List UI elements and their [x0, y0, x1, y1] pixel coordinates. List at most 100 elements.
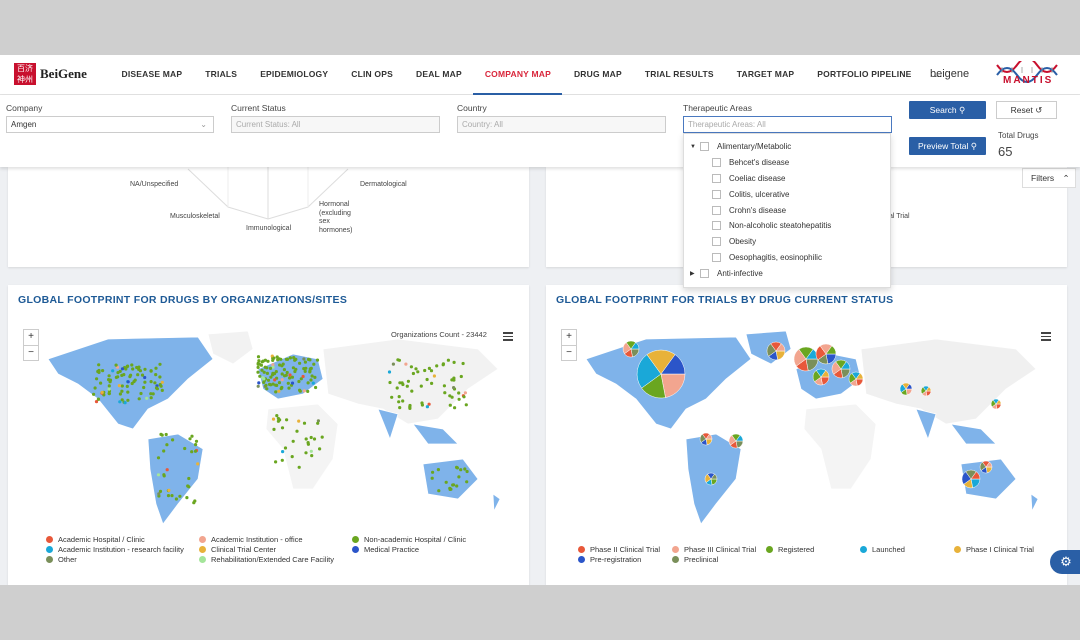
site-marker[interactable]: [143, 367, 147, 371]
site-marker[interactable]: [275, 414, 279, 418]
site-marker[interactable]: [196, 462, 200, 466]
trial-pie-marker[interactable]: [793, 346, 819, 372]
country-shape-new-zealand[interactable]: [492, 493, 501, 513]
site-marker[interactable]: [190, 434, 194, 438]
site-marker[interactable]: [429, 369, 434, 373]
site-marker[interactable]: [95, 377, 99, 381]
site-marker[interactable]: [400, 381, 404, 385]
preview-total-button[interactable]: Preview Total ⚲: [909, 137, 986, 155]
site-marker[interactable]: [388, 380, 392, 385]
site-marker[interactable]: [165, 468, 169, 472]
reset-button[interactable]: Reset ↺: [996, 101, 1057, 119]
site-marker[interactable]: [318, 447, 322, 451]
site-marker[interactable]: [285, 418, 289, 422]
site-marker[interactable]: [156, 456, 161, 460]
site-marker[interactable]: [387, 370, 392, 374]
nav-trial-results[interactable]: TRIAL RESULTS: [644, 69, 714, 79]
country-shape-india[interactable]: [915, 408, 937, 441]
nav-company-map[interactable]: COMPANY MAP: [473, 55, 563, 95]
country-shape-north-america[interactable]: [47, 336, 214, 430]
site-marker[interactable]: [256, 365, 260, 369]
hamburger-icon[interactable]: [503, 332, 513, 343]
site-marker[interactable]: [158, 383, 162, 387]
site-marker[interactable]: [138, 369, 142, 373]
site-marker[interactable]: [156, 473, 161, 477]
pie-slice[interactable]: [925, 386, 932, 392]
site-marker[interactable]: [271, 417, 276, 421]
country-shape-india[interactable]: [377, 408, 399, 441]
site-marker[interactable]: [185, 496, 189, 500]
site-marker[interactable]: [452, 386, 456, 390]
site-marker[interactable]: [452, 360, 456, 364]
site-marker[interactable]: [258, 374, 262, 378]
site-marker[interactable]: [187, 476, 191, 481]
pie-slice[interactable]: [660, 373, 686, 398]
site-marker[interactable]: [457, 397, 461, 401]
site-marker[interactable]: [448, 403, 452, 407]
site-marker[interactable]: [297, 419, 301, 423]
site-marker[interactable]: [273, 378, 277, 382]
site-marker[interactable]: [448, 394, 452, 398]
legend-item[interactable]: Preclinical: [672, 555, 718, 564]
site-marker[interactable]: [129, 373, 133, 377]
pie-slice[interactable]: [630, 342, 640, 350]
site-marker[interactable]: [298, 389, 302, 393]
site-marker[interactable]: [316, 421, 320, 425]
therapeutic-input[interactable]: Therapeutic Areas: All: [683, 116, 892, 133]
site-marker[interactable]: [451, 483, 455, 487]
tree-group-alimentary[interactable]: ▼ Alimentary/Metabolic: [684, 139, 890, 155]
site-marker[interactable]: [427, 366, 431, 370]
nav-deal-map[interactable]: DEAL MAP: [415, 69, 462, 79]
legend-item[interactable]: Pre-registration: [578, 555, 641, 564]
site-marker[interactable]: [284, 357, 288, 361]
search-button[interactable]: Search ⚲: [909, 101, 986, 119]
site-marker[interactable]: [271, 365, 275, 369]
site-marker[interactable]: [302, 421, 307, 425]
site-marker[interactable]: [455, 484, 459, 488]
checkbox[interactable]: [712, 189, 721, 199]
site-marker[interactable]: [160, 388, 164, 392]
site-marker[interactable]: [437, 489, 441, 493]
site-marker[interactable]: [257, 359, 261, 363]
site-marker[interactable]: [397, 400, 401, 404]
site-marker[interactable]: [320, 435, 324, 439]
site-marker[interactable]: [301, 374, 305, 379]
pie-slice[interactable]: [985, 461, 993, 468]
site-marker[interactable]: [266, 359, 270, 363]
site-marker[interactable]: [280, 426, 285, 430]
site-marker[interactable]: [268, 366, 273, 370]
trial-pie-marker[interactable]: [728, 433, 744, 449]
site-marker[interactable]: [269, 375, 273, 379]
pie-slice[interactable]: [735, 434, 744, 442]
pie-slice[interactable]: [995, 399, 1002, 405]
site-marker[interactable]: [271, 382, 275, 386]
site-marker[interactable]: [436, 468, 440, 472]
checkbox[interactable]: [712, 237, 721, 247]
site-marker[interactable]: [107, 374, 111, 378]
site-marker[interactable]: [257, 381, 261, 385]
country-shape-greenland[interactable]: [207, 330, 254, 365]
site-marker[interactable]: [276, 358, 280, 362]
site-marker[interactable]: [274, 383, 278, 387]
tree-item[interactable]: Obesity: [684, 234, 890, 250]
zoom-in-button[interactable]: +: [566, 331, 572, 342]
site-marker[interactable]: [100, 390, 104, 394]
site-marker[interactable]: [309, 378, 313, 382]
site-marker[interactable]: [143, 380, 147, 384]
caret-right-icon[interactable]: ▶: [690, 270, 695, 277]
site-marker[interactable]: [153, 381, 157, 385]
site-marker[interactable]: [160, 433, 164, 437]
site-marker[interactable]: [149, 396, 153, 400]
site-marker[interactable]: [143, 375, 147, 380]
site-marker[interactable]: [405, 384, 409, 388]
trial-pie-marker[interactable]: [899, 382, 913, 396]
tree-group-anti-infective[interactable]: ▶ Anti-infective: [684, 265, 890, 281]
site-marker[interactable]: [263, 365, 267, 369]
site-marker[interactable]: [295, 429, 299, 433]
site-marker[interactable]: [118, 392, 122, 396]
legend-item[interactable]: Registered: [766, 545, 814, 554]
site-marker[interactable]: [306, 381, 310, 385]
site-marker[interactable]: [310, 454, 314, 458]
site-marker[interactable]: [277, 381, 281, 385]
tree-item[interactable]: Non-alcoholic steatohepatitis: [684, 218, 890, 234]
